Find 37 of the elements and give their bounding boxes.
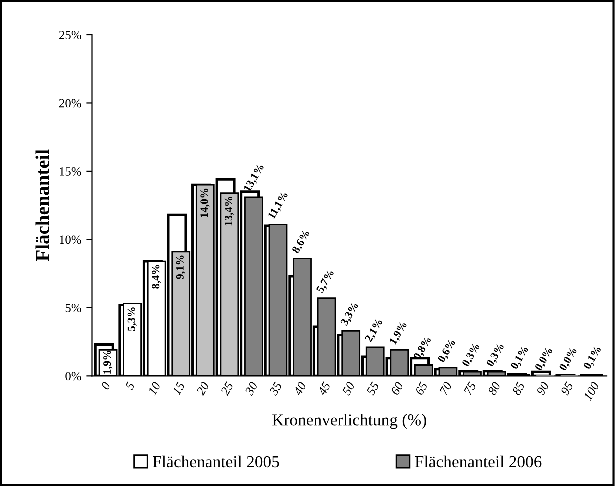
legend-label: Flächenanteil 2006 (415, 456, 542, 468)
x-tick-label: 25 (220, 382, 234, 396)
x-tick-label: 10 (148, 381, 162, 396)
x-tick-label: 30 (244, 381, 258, 396)
y-axis-title: Flächenanteil (36, 150, 50, 262)
x-tick-label: 35 (269, 382, 282, 396)
x-tick-label: 55 (366, 382, 380, 396)
x-tick-label: 60 (390, 381, 404, 396)
y-tick-label: 10% (60, 236, 82, 244)
x-tick-label: 15 (172, 382, 186, 396)
y-tick-label: 5% (66, 304, 82, 312)
x-tick-label: 75 (464, 382, 477, 396)
legend-label: Flächenanteil 2005 (153, 456, 280, 468)
x-tick-label: 80 (488, 381, 502, 396)
x-tick-label: 0 (100, 381, 112, 390)
data-label: 14,0% (200, 188, 210, 218)
data-label: 9,1% (176, 256, 186, 280)
x-tick-label: 45 (318, 382, 331, 396)
x-tick-label: 40 (293, 381, 307, 396)
data-label: 8,4% (152, 265, 162, 289)
x-tick-label: 95 (560, 382, 574, 396)
x-tick-label: 5 (125, 382, 136, 391)
y-tick-label: 20% (59, 99, 82, 108)
x-tick-label: 50 (342, 381, 356, 396)
x-tick-label: 90 (536, 381, 550, 396)
data-label: 5,3% (128, 308, 137, 332)
x-tick-label: 85 (512, 382, 526, 396)
x-tick-label: 65 (415, 382, 428, 396)
y-tick-label: 15% (60, 167, 82, 176)
x-axis-title: Kronenverlichtung (%) (272, 414, 426, 430)
data-label: 1,9% (104, 350, 113, 374)
y-tick-label: 0% (66, 372, 82, 381)
x-tick-label: 100 (583, 381, 600, 402)
y-tick-label: 25% (59, 31, 82, 40)
data-label: 13,4% (224, 197, 234, 226)
x-tick-label: 70 (439, 381, 453, 396)
x-tick-label: 20 (196, 381, 210, 396)
